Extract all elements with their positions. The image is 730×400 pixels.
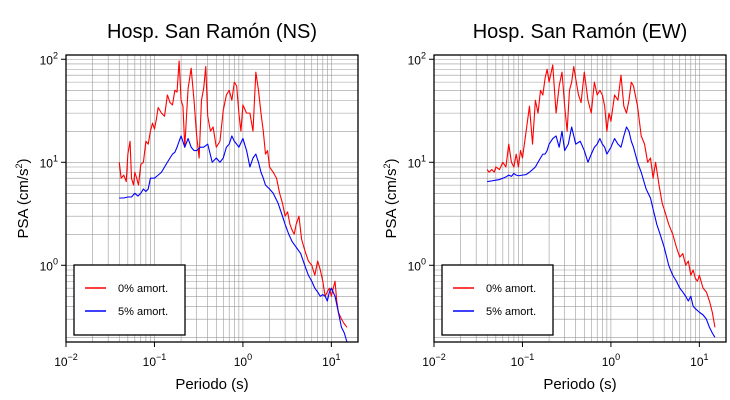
series-line-blue [119, 135, 348, 343]
legend-box [73, 264, 186, 336]
grid [65, 55, 359, 342]
x-axis-label: Periodo (s) [175, 376, 248, 393]
legend: 0% amort. 5% amort. [441, 264, 554, 336]
legend-label: 0% amort. [118, 283, 168, 295]
y-tick-label: 100 [408, 256, 426, 273]
x-tick-label: 101 [322, 352, 340, 369]
x-tick-label: 10−2 [54, 352, 78, 369]
legend-box [441, 264, 554, 336]
series-line-red [486, 64, 716, 328]
y-axis-label: PSA (cm/s2) [14, 158, 32, 238]
x-tick-label: 10−1 [511, 352, 535, 369]
legend-label: 5% amort. [486, 306, 536, 318]
series-line-red [118, 60, 348, 328]
y-tick-label: 102 [40, 50, 58, 67]
y-tick-label: 102 [408, 50, 426, 67]
chart-title: Hosp. San Ramón (EW) [473, 21, 688, 43]
x-tick-label: 100 [602, 352, 620, 369]
legend-label: 5% amort. [118, 306, 168, 318]
series-line-blue [487, 126, 716, 338]
x-tick-label: 10−1 [143, 352, 167, 369]
x-axis-label: Periodo (s) [543, 376, 616, 393]
y-tick-label: 100 [40, 256, 58, 273]
x-tick-label: 101 [690, 352, 708, 369]
chart-title: Hosp. San Ramón (NS) [107, 21, 317, 43]
legend: 0% amort. 5% amort. [73, 264, 186, 336]
plot-frame [65, 54, 359, 343]
y-tick-label: 101 [408, 153, 426, 170]
chart-panel-ew: Hosp. San Ramón (EW) 10−2 10−1 100 101 100 101… [382, 21, 727, 393]
x-tick-label: 100 [234, 352, 252, 369]
plot-frame [433, 54, 727, 343]
legend-label: 0% amort. [486, 283, 536, 295]
y-tick-label: 101 [40, 153, 58, 170]
y-axis-label: PSA (cm/s2) [382, 158, 400, 238]
x-tick-label: 10−2 [422, 352, 446, 369]
chart-panel-ns: Hosp. San Ramón (NS) 10−2 10−1 100 101 100 101… [14, 21, 359, 393]
